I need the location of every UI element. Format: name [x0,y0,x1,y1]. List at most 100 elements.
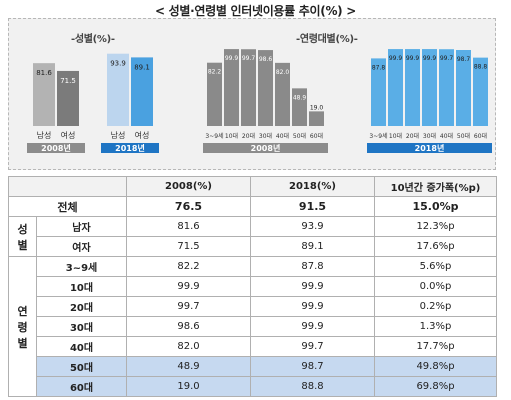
value-2018: 88.8 [250,376,375,397]
group-label: 2008년 [251,143,281,153]
value-2018: 99.9 [250,276,375,297]
chart-panel: -성별(%)- -연령대별(%)- 81.6 남성 71.5 여성 2008년 93.9 남… [8,18,496,170]
data-label: 99.9 [225,55,239,62]
tick-label: 20대 [242,132,255,140]
data-label: 71.5 [60,77,76,85]
value-2008: 48.9 [126,356,251,377]
data-label: 99.9 [423,55,437,62]
tick-label: 여성 [61,130,76,140]
data-label: 19.0 [310,104,324,111]
tick-label: 50대 [293,132,306,140]
chart-svg: 81.6 남성 71.5 여성 2008년 93.9 남성 89.1 여성 2018년 82.2 3~… [27,49,492,153]
value-diff: 5.6%p [374,256,497,277]
table-row-total: 전체 76.5 91.5 15.0%p [8,196,497,217]
data-label: 88.8 [474,64,488,71]
tick-label: 50대 [457,132,470,140]
tick-label: 남성 [111,131,126,140]
row-label: 여자 [36,236,127,257]
bar-age-2018-6 [473,57,488,126]
row-label: 50대 [36,356,127,377]
group-label-bg-age-2018 [367,143,492,153]
value-2018: 99.7 [250,336,375,357]
value-2008: 99.9 [126,276,251,297]
bar-age-2008-5 [292,88,307,126]
value-diff: 69.8%p [374,376,497,397]
value-2008: 99.7 [126,296,251,317]
value-diff: 1.3%p [374,316,497,337]
value-2008: 71.5 [126,236,251,257]
value-diff: 15.0%p [374,196,497,217]
table-row: 성별 남자 81.6 93.9 12.3%p [8,216,497,257]
value-2008: 98.6 [126,316,251,337]
tick-label: 3~9세 [369,132,387,140]
bar-age-2008-3 [258,50,273,126]
tick-label: 30대 [259,132,272,140]
value-2018: 99.9 [250,316,375,337]
group-label-bg-sex-2018 [101,143,159,153]
value-2018: 99.9 [250,296,375,317]
data-label: 82.2 [208,69,222,76]
age-chart-title: -연령대별(%)- [296,34,358,45]
group-label: 2008년 [41,143,71,153]
data-label: 98.7 [457,56,471,63]
data-label: 99.9 [389,55,403,62]
page-title: < 성별·연령별 인터넷이용률 추이(%) > [155,4,356,18]
tick-label: 10대 [389,132,402,140]
group-label: 2018년 [415,143,445,153]
sex-chart-title: -성별(%)- [71,34,115,45]
bar-sex-2008-1 [57,70,79,126]
value-diff: 0.2%p [374,296,497,317]
header-cell [8,176,127,197]
value-2018: 89.1 [250,236,375,257]
value-2008: 82.2 [126,256,251,277]
bar-age-2018-2 [405,49,420,127]
value-2008: 81.6 [126,216,251,237]
bar-age-2008-0 [207,62,222,126]
bar-age-2008-1 [224,49,239,127]
bar-sex-2018-1 [131,57,153,126]
group-label-sex: 성별 [8,216,37,257]
table-row: 20대 99.7 99.9 0.2%p [9,296,497,317]
table-row: 40대 82.0 99.7 17.7%p [9,336,497,357]
tick-label: 30대 [423,132,436,140]
tick-label: 20대 [406,132,419,140]
bar-sex-2008-0 [33,63,55,126]
table-row: 50대 48.9 98.7 49.8%p [9,356,497,377]
row-label: 10대 [36,276,127,297]
table-row: 연령 별 3~9세 82.2 87.8 5.6%p [8,256,497,397]
data-label: 99.7 [242,55,256,62]
table-row: 여자 71.5 89.1 17.6%p [9,236,497,257]
row-label: 40대 [36,336,127,357]
bar-age-2018-1 [388,49,403,127]
bar-sex-2018-0 [107,53,129,126]
row-label: 전체 [8,196,127,217]
value-diff: 0.0%p [374,276,497,297]
group-label: 2018년 [115,143,145,153]
bar-age-2018-0 [371,58,386,127]
data-label: 87.8 [372,64,386,71]
value-2018: 87.8 [250,256,375,277]
header-cell: 2018(%) [250,176,375,197]
value-2008: 76.5 [126,196,251,217]
table-row: 10대 99.9 99.9 0.0%p [9,276,497,297]
row-label: 20대 [36,296,127,317]
value-diff: 17.6%p [374,236,497,257]
row-label: 남자 [36,216,127,237]
data-label: 98.6 [259,56,273,63]
data-label: 48.9 [293,94,307,101]
value-2018: 98.7 [250,356,375,377]
value-2018: 93.9 [250,216,375,237]
value-diff: 17.7%p [374,336,497,357]
data-label: 81.6 [36,69,52,77]
value-2018: 91.5 [250,196,375,217]
data-label: 99.9 [406,55,420,62]
bar-age-2008-6 [309,111,324,126]
tick-label: 60대 [310,132,323,140]
bar-age-2008-2 [241,49,256,126]
value-diff: 12.3%p [374,216,497,237]
data-label: 93.9 [110,60,126,68]
header-cell: 10년간 증가폭(%p) [374,176,497,197]
data-label: 99.7 [440,55,454,62]
row-label: 30대 [36,316,127,337]
data-label: 89.1 [134,63,150,71]
